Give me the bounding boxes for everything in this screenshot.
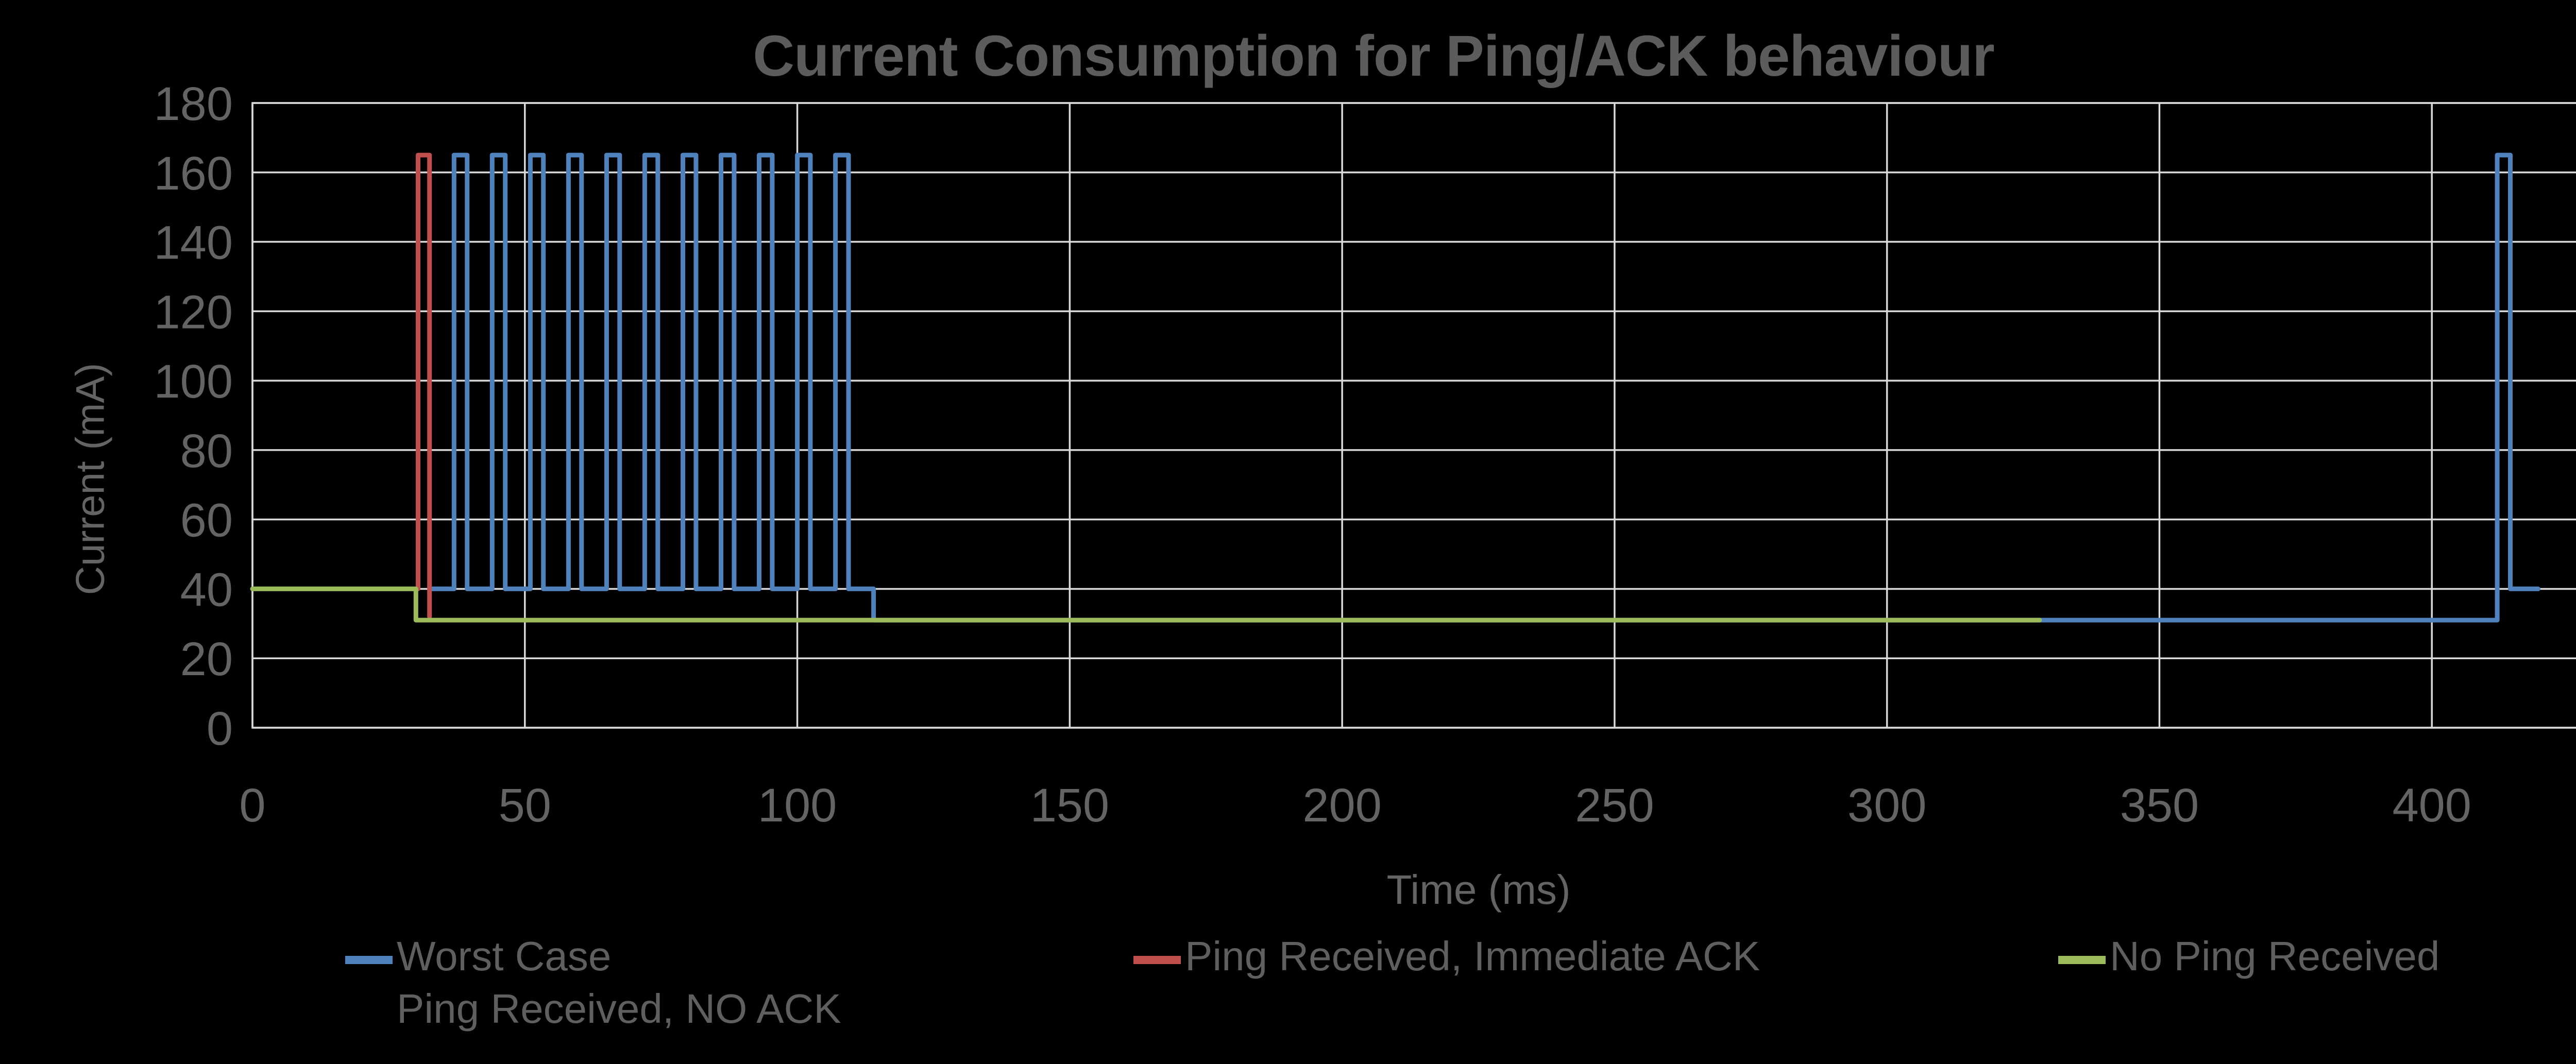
x-tick-label-400: 400	[2392, 779, 2471, 832]
y-tick-label-120: 120	[154, 286, 233, 338]
y-tick-label-100: 100	[154, 355, 233, 408]
y-tick-label-60: 60	[180, 494, 233, 547]
series-line-worst-case-ping-received-no-ack	[427, 152, 2540, 623]
y-tick-label-160: 160	[154, 147, 233, 200]
x-axis-title: Time (ms)	[1386, 867, 1571, 913]
y-tick-label-180: 180	[154, 78, 233, 130]
series-line-no-ping-received	[250, 586, 2042, 623]
y-tick-label-0: 0	[207, 702, 233, 755]
y-tick-label-140: 140	[154, 217, 233, 269]
plot-border	[251, 102, 2576, 729]
x-tick-label-50: 50	[499, 779, 551, 832]
y-tick-label-20: 20	[180, 633, 233, 685]
x-tick-label-350: 350	[2120, 779, 2199, 832]
x-tick-label-150: 150	[1030, 779, 1110, 832]
y-tick-label-40: 40	[180, 563, 233, 616]
x-tick-label-100: 100	[758, 779, 837, 832]
x-tick-label-0: 0	[239, 779, 265, 832]
x-tick-label-250: 250	[1575, 779, 1654, 832]
y-tick-label-80: 80	[180, 425, 233, 477]
x-tick-label-200: 200	[1302, 779, 1382, 832]
series-line-ping-received-immediate-ack	[416, 152, 432, 619]
x-tick-label-300: 300	[1848, 779, 1927, 832]
chart-title: Current Consumption for Ping/ACK behavio…	[753, 24, 1995, 88]
